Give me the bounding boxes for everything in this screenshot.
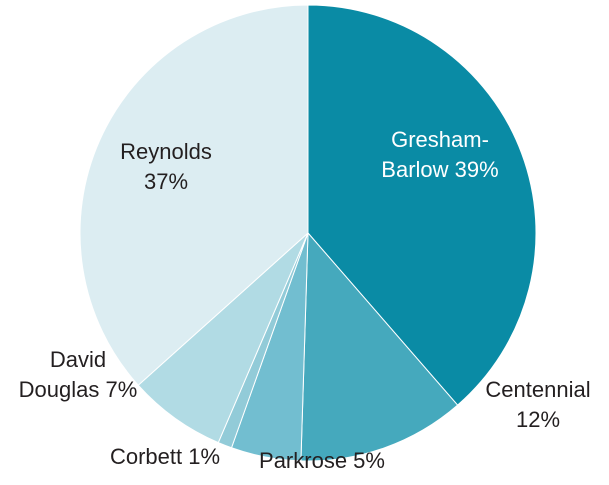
slice-label-line: Barlow 39% (381, 157, 498, 182)
slice-label-line: 37% (144, 169, 188, 194)
pie-slice-centennial (300, 231, 459, 462)
pie-labels: Gresham- Barlow 39% Centennial 12% Parkrose … (19, 127, 591, 473)
slice-label-david-douglas: David Douglas 7% (19, 347, 138, 402)
pie-slices (79, 4, 537, 462)
slice-label-line: David (50, 347, 106, 372)
slice-label-centennial: Centennial 12% (485, 377, 590, 432)
slice-label-line: Centennial (485, 377, 590, 402)
slice-label-parkrose: Parkrose 5% (259, 448, 385, 473)
slice-label-corbett: Corbett 1% (110, 444, 220, 469)
slice-label-line: Gresham- (391, 127, 489, 152)
slice-label-line: Douglas 7% (19, 377, 138, 402)
pie-slice-gresham-barlow (307, 4, 537, 406)
slice-label-line: Corbett 1% (110, 444, 220, 469)
slice-label-reynolds: Reynolds 37% (120, 139, 212, 194)
slice-label-line: Reynolds (120, 139, 212, 164)
slice-label-line: 12% (516, 407, 560, 432)
slice-label-gresham-barlow: Gresham- Barlow 39% (381, 127, 498, 182)
pie-slice-reynolds (79, 4, 309, 386)
slice-label-line: Parkrose 5% (259, 448, 385, 473)
